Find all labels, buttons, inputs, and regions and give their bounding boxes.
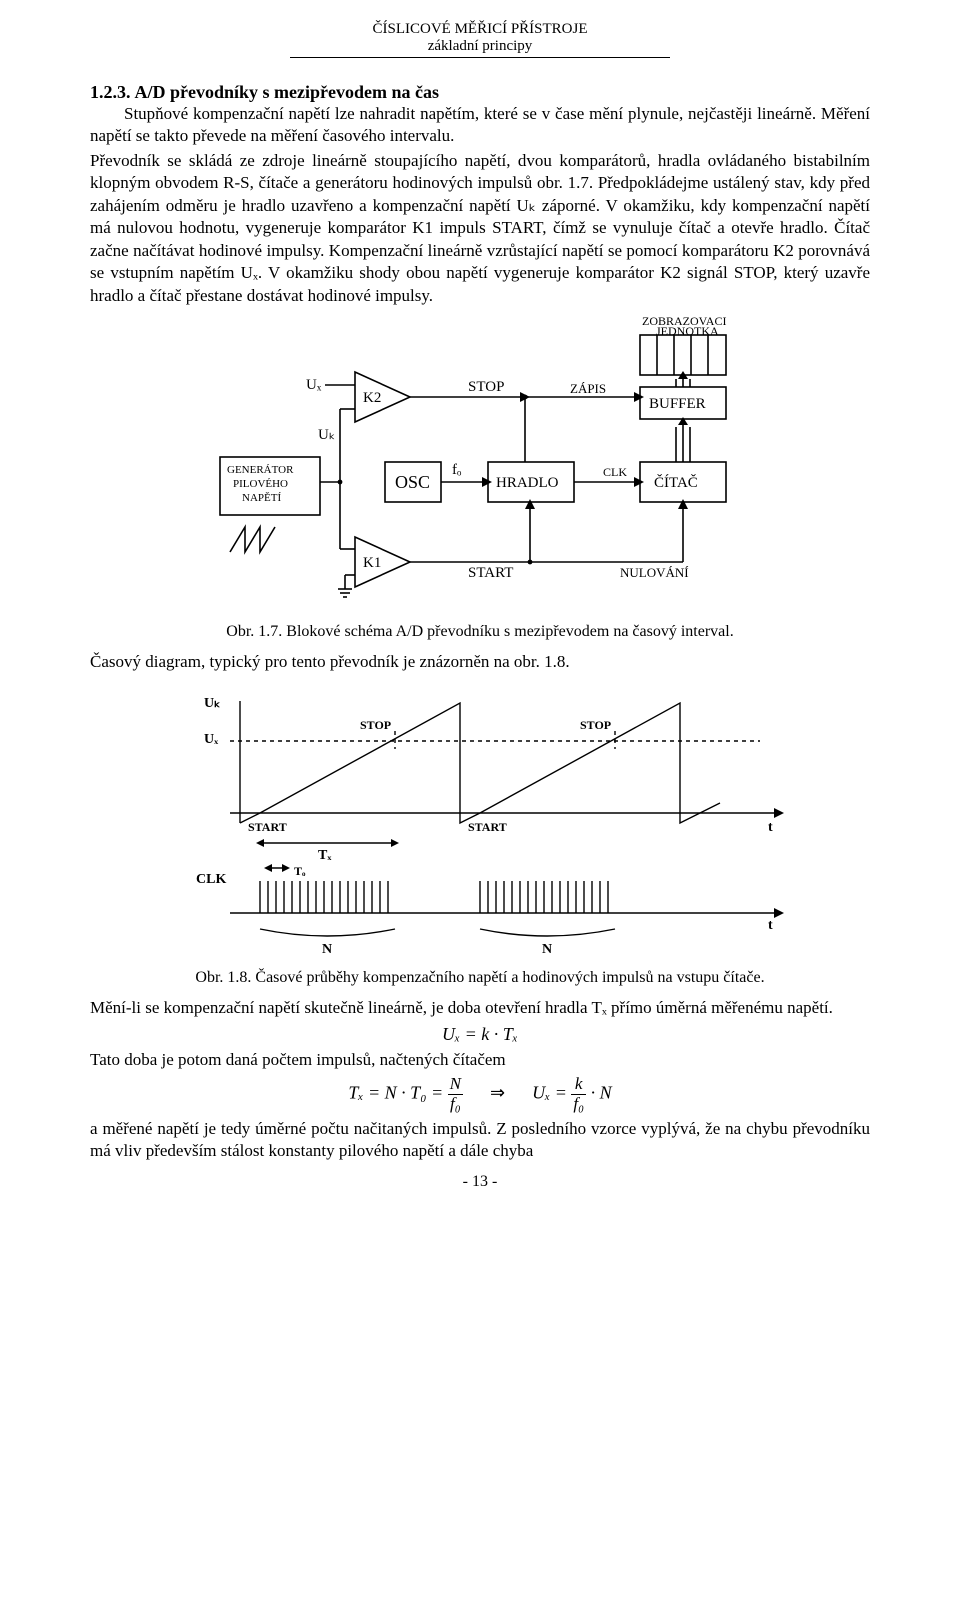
paragraph-intro-2: Převodník se skládá ze zdroje lineárně s… xyxy=(90,150,870,307)
eq2-right-pre: Uₓ = xyxy=(532,1083,567,1103)
figure-1-8-caption: Obr. 1.8. Časové průběhy kompenzačního n… xyxy=(90,969,870,987)
label-gen1: GENERÁTOR xyxy=(227,464,294,476)
page-number: - 13 - xyxy=(90,1173,870,1191)
figure-1-7: Uₓ Uₖ K2 K1 GENERÁTOR PILOVÉHO NAPĚTÍ OS… xyxy=(90,317,870,617)
label-clk2: CLK xyxy=(196,872,226,887)
eq2-frac1: N f₀ xyxy=(448,1075,463,1114)
equation-2: Tₓ = N · T₀ = N f₀ ⇒ Uₓ = k f₀ · N xyxy=(90,1075,870,1114)
label-t2: t xyxy=(768,918,773,933)
eq2-arrow: ⇒ xyxy=(490,1083,505,1103)
label-k2: K2 xyxy=(363,390,381,406)
running-header-line2: základní principy xyxy=(290,38,670,58)
label-start: START xyxy=(468,565,513,581)
label-ux: Uₓ xyxy=(306,377,322,393)
eq2-frac2-num: k xyxy=(571,1075,586,1095)
label-start2a: START xyxy=(248,820,287,834)
section-heading: 1.2.3. A/D převodníky s mezipřevodem na … xyxy=(90,82,870,103)
label-uk: Uₖ xyxy=(318,427,335,443)
paragraph-intro-1: Stupňové kompenzační napětí lze nahradit… xyxy=(90,103,870,148)
eq2-frac1-den: f₀ xyxy=(448,1095,463,1114)
page: ČÍSLICOVÉ MĚŘICÍ PŘÍSTROJE základní prin… xyxy=(0,0,960,1221)
label-t1: t xyxy=(768,820,773,835)
label-zapis: ZÁPIS xyxy=(570,381,606,396)
label-stop2b: STOP xyxy=(580,718,611,732)
paragraph-tatodoba: Tato doba je potom daná počtem impulsů, … xyxy=(90,1049,870,1071)
label-gen3: NAPĚTÍ xyxy=(242,492,281,504)
running-header-line1: ČÍSLICOVÉ MĚŘICÍ PŘÍSTROJE xyxy=(90,20,870,38)
label-start2b: START xyxy=(468,820,507,834)
paragraph-last: a měřené napětí je tedy úměrné počtu nač… xyxy=(90,1118,870,1163)
figure-1-7-caption: Obr. 1.7. Blokové schéma A/D převodníku … xyxy=(90,623,870,641)
eq2-left: Tₓ = N · T₀ = xyxy=(348,1083,443,1103)
label-clk: CLK xyxy=(603,465,627,479)
section-number: 1.2.3. xyxy=(90,82,131,102)
paragraph-after-fig2: Mění-li se kompenzační napětí skutečně l… xyxy=(90,997,870,1019)
equation-1: Uₓ = k · Tₓ xyxy=(90,1024,870,1045)
label-gen2: PILOVÉHO xyxy=(233,478,288,490)
label-n2: N xyxy=(542,942,552,957)
label-uk2: Uₖ xyxy=(204,696,220,711)
label-nul: NULOVÁNÍ xyxy=(620,565,689,580)
label-tx: Tₓ xyxy=(318,848,332,863)
label-stop: STOP xyxy=(468,379,504,395)
figure-1-8: Uₖ Uₓ STOP STOP START START t Tₓ Tₒ CLK … xyxy=(90,683,870,963)
label-zobr2: JEDNOTKA xyxy=(656,324,719,338)
eq2-frac2-den: f₀ xyxy=(571,1095,586,1114)
section-title: A/D převodníky s mezipřevodem na čas xyxy=(135,82,440,102)
label-hradlo: HRADLO xyxy=(496,475,559,491)
label-k1: K1 xyxy=(363,555,381,571)
label-ux2: Uₓ xyxy=(204,732,219,747)
label-to: Tₒ xyxy=(294,864,306,878)
eq2-frac2: k f₀ xyxy=(571,1075,586,1114)
label-buffer: BUFFER xyxy=(649,396,706,412)
label-n1: N xyxy=(322,942,332,957)
label-fo: fₒ xyxy=(452,462,462,478)
eq2-frac1-num: N xyxy=(448,1075,463,1095)
label-citac: ČÍTAČ xyxy=(654,474,698,491)
paragraph-mid: Časový diagram, typický pro tento převod… xyxy=(90,651,870,673)
label-osc: OSC xyxy=(395,472,430,492)
eq2-right-post: · N xyxy=(591,1083,612,1103)
label-stop2a: STOP xyxy=(360,718,391,732)
